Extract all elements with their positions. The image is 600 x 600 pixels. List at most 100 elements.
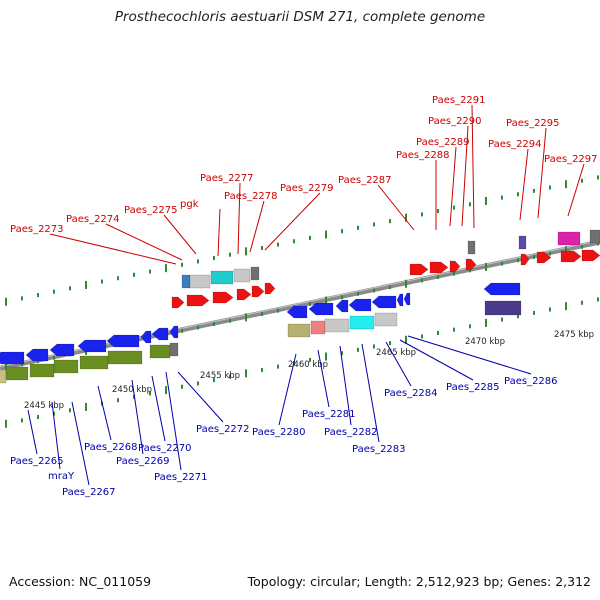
feature-box-upper[interactable]: [233, 268, 251, 283]
feature-box-lower[interactable]: [484, 300, 522, 316]
gene-label-top[interactable]: Paes_2274: [66, 214, 120, 225]
reverse-gene-arrow[interactable]: [483, 282, 521, 296]
gene-label-leader: [264, 192, 321, 251]
forward-gene-arrow[interactable]: [429, 261, 449, 274]
feature-box-lower[interactable]: [79, 355, 109, 370]
gene-label-bottom[interactable]: Paes_2271: [154, 472, 208, 483]
gene-label-top[interactable]: Paes_2278: [224, 191, 278, 202]
reverse-gene-arrow[interactable]: [106, 334, 140, 348]
feature-box-upper[interactable]: [250, 266, 260, 281]
gene-label-bottom[interactable]: Paes_2265: [10, 456, 64, 467]
scale-label: 2470 kbp: [465, 337, 505, 347]
forward-gene-arrow[interactable]: [536, 251, 552, 264]
gene-label-leader: [177, 371, 224, 423]
forward-gene-arrow[interactable]: [251, 285, 265, 298]
gene-label-leader: [519, 148, 529, 221]
gene-label-bottom[interactable]: Paes_2268: [84, 442, 138, 453]
forward-gene-arrow[interactable]: [264, 282, 276, 295]
feature-box-upper[interactable]: [589, 229, 600, 244]
feature-box-upper[interactable]: [518, 235, 527, 250]
gene-label-top[interactable]: Paes_2287: [338, 175, 392, 186]
gene-label-bottom[interactable]: Paes_2280: [252, 427, 306, 438]
gene-label-top[interactable]: Paes_2297: [544, 154, 598, 165]
gene-label-top[interactable]: Paes_2291: [432, 95, 486, 106]
reverse-gene-arrow[interactable]: [396, 293, 404, 307]
gene-label-top[interactable]: Paes_2288: [396, 150, 450, 161]
gene-label-bottom[interactable]: Paes_2282: [324, 427, 378, 438]
gene-label-bottom[interactable]: Paes_2272: [196, 424, 250, 435]
reverse-gene-arrow[interactable]: [169, 325, 179, 339]
gene-label-leader: [537, 127, 547, 219]
gene-label-top[interactable]: Paes_2294: [488, 139, 542, 150]
reverse-gene-arrow[interactable]: [140, 330, 152, 344]
gene-label-bottom[interactable]: Paes_2284: [384, 388, 438, 399]
forward-gene-arrow[interactable]: [186, 294, 210, 307]
reverse-gene-arrow[interactable]: [371, 295, 397, 309]
gene-label-bottom[interactable]: Paes_2285: [446, 382, 500, 393]
reverse-gene-arrow[interactable]: [77, 339, 107, 353]
gene-label-leader: [151, 375, 166, 442]
feature-box-lower[interactable]: [169, 342, 179, 357]
reverse-gene-arrow[interactable]: [25, 348, 49, 362]
gene-label-leader: [385, 341, 412, 387]
forward-gene-arrow[interactable]: [581, 249, 600, 262]
reverse-gene-arrow[interactable]: [286, 305, 308, 319]
forward-gene-arrow[interactable]: [212, 291, 234, 304]
gene-label-leader: [105, 223, 183, 261]
reverse-gene-arrow[interactable]: [348, 298, 372, 312]
gene-label-bottom[interactable]: Paes_2283: [352, 444, 406, 455]
feature-box-lower[interactable]: [374, 312, 398, 327]
reverse-gene-arrow[interactable]: [49, 343, 75, 357]
forward-gene-arrow[interactable]: [449, 260, 461, 273]
reverse-gene-arrow[interactable]: [403, 292, 411, 306]
forward-gene-arrow[interactable]: [171, 296, 185, 309]
gene-label-bottom[interactable]: Paes_2267: [62, 487, 116, 498]
feature-box-lower[interactable]: [324, 318, 350, 333]
reverse-gene-arrow[interactable]: [308, 302, 334, 316]
gene-label-top[interactable]: Paes_2290: [428, 116, 482, 127]
gene-label-leader: [237, 182, 241, 255]
feature-box-lower[interactable]: [5, 366, 29, 381]
feature-box-lower[interactable]: [0, 369, 7, 384]
gene-label-bottom[interactable]: Paes_2286: [504, 376, 558, 387]
gene-label-top[interactable]: Paes_2295: [506, 118, 560, 129]
gene-label-leader: [165, 371, 182, 471]
feature-box-upper[interactable]: [210, 270, 234, 285]
gene-label-leader: [471, 104, 475, 229]
gene-label-leader: [49, 233, 177, 265]
forward-gene-arrow[interactable]: [236, 288, 252, 301]
gene-label-bottom[interactable]: Paes_2270: [138, 443, 192, 454]
gene-label-bottom[interactable]: mraY: [48, 471, 75, 482]
feature-box-upper[interactable]: [467, 240, 476, 255]
feature-box-lower[interactable]: [29, 363, 55, 378]
gene-label-top[interactable]: Paes_2277: [200, 173, 254, 184]
forward-gene-arrow[interactable]: [520, 253, 530, 266]
feature-box-lower[interactable]: [287, 323, 311, 338]
reverse-gene-arrow[interactable]: [335, 299, 349, 313]
gene-label-leader: [339, 345, 352, 426]
gene-label-top[interactable]: Paes_2279: [280, 183, 334, 194]
gene-label-bottom[interactable]: Paes_2269: [116, 456, 170, 467]
feature-box-lower[interactable]: [349, 315, 375, 330]
feature-box-lower[interactable]: [149, 344, 171, 359]
forward-gene-arrow[interactable]: [465, 258, 477, 271]
feature-box-upper[interactable]: [557, 231, 581, 246]
gene-label-leader: [278, 353, 297, 426]
forward-gene-arrow[interactable]: [560, 250, 582, 263]
gene-label-bottom[interactable]: Paes_2281: [302, 409, 356, 420]
gene-label-top[interactable]: Paes_2273: [10, 224, 64, 235]
gene-label-top[interactable]: pgk: [180, 199, 199, 210]
reverse-gene-arrow[interactable]: [151, 327, 169, 341]
scale-label: 2460 kbp: [288, 360, 328, 370]
feature-box-lower[interactable]: [53, 359, 79, 374]
forward-gene-arrow[interactable]: [409, 263, 429, 276]
gene-label-leader: [317, 349, 330, 408]
feature-box-lower[interactable]: [107, 350, 143, 365]
gene-label-top[interactable]: Paes_2289: [416, 137, 470, 148]
feature-box-lower[interactable]: [310, 320, 326, 335]
gene-label-top[interactable]: Paes_2275: [124, 205, 178, 216]
feature-box-upper[interactable]: [189, 274, 211, 289]
reverse-gene-arrow[interactable]: [0, 351, 25, 365]
feature-box-upper[interactable]: [181, 274, 191, 289]
